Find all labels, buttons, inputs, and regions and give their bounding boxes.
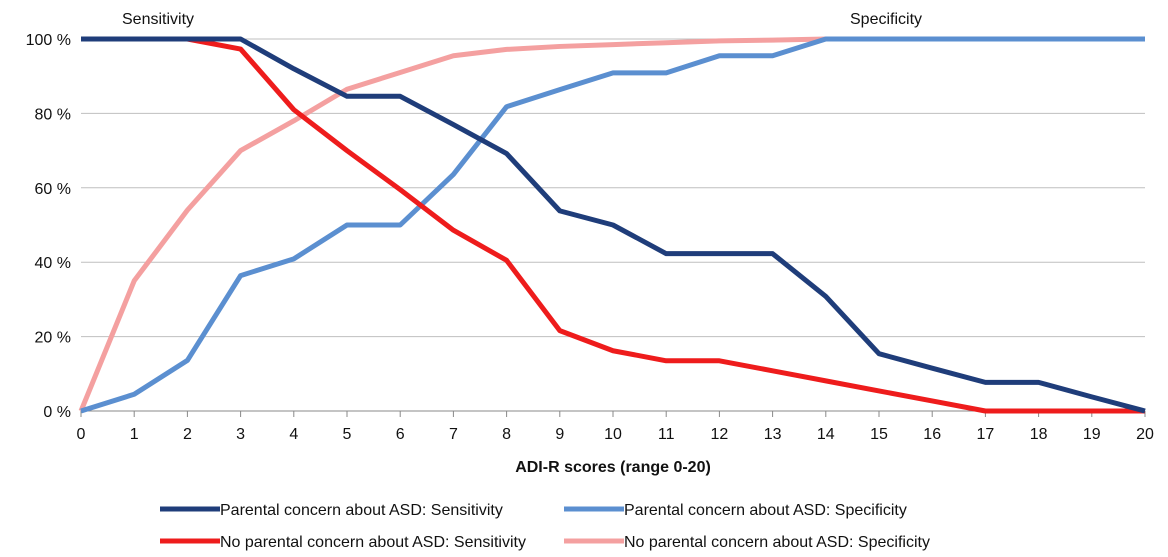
legend-label: No parental concern about ASD: Specifici… [624, 534, 930, 551]
legend-label: Parental concern about ASD: Sensitivity [220, 502, 503, 519]
x-tick-label: 20 [1136, 426, 1154, 443]
specificity-annotation: Specificity [850, 11, 922, 28]
y-tick-label: 60 % [35, 181, 71, 198]
x-tick-label: 5 [343, 426, 352, 443]
y-tick-label: 20 % [35, 330, 71, 347]
legend-label: Parental concern about ASD: Specificity [624, 502, 907, 519]
y-tick-label: 40 % [35, 255, 71, 272]
x-tick-label: 14 [817, 426, 835, 443]
y-tick-label: 0 % [43, 404, 71, 421]
x-tick-label: 13 [764, 426, 782, 443]
series-line-1 [81, 36, 1146, 414]
legend: Parental concern about ASD: Sensitivity P… [160, 502, 930, 551]
legend-label: No parental concern about ASD: Sensitivi… [220, 534, 526, 551]
x-tick-label: 7 [449, 426, 458, 443]
x-tick-label: 12 [711, 426, 729, 443]
x-tick-label: 4 [289, 426, 298, 443]
x-tick-label: 9 [555, 426, 564, 443]
x-axis-title: ADI-R scores (range 0-20) [515, 459, 711, 476]
series-line-2 [80, 36, 1145, 414]
x-tick-label: 0 [77, 426, 86, 443]
x-tick-label: 15 [870, 426, 888, 443]
x-tick-label: 16 [923, 426, 941, 443]
x-tick-label: 6 [396, 426, 405, 443]
series-lines [78, 36, 1146, 414]
axes: 0 %20 %40 %60 %80 %100 %0 1 2 3 4 5 6 7 8 9 10 11 12… [26, 32, 1154, 443]
x-tick-label: 10 [604, 426, 622, 443]
x-tick-label: 1 [130, 426, 139, 443]
x-tick-label: 3 [236, 426, 245, 443]
grid-lines [81, 38, 1145, 338]
x-tick-label: 18 [1030, 426, 1048, 443]
y-tick-label: 80 % [35, 106, 71, 123]
labels: Sensitivity Specificity ADI-R scores (ra… [122, 11, 922, 476]
x-tick-label: 19 [1083, 426, 1101, 443]
y-tick-label: 100 % [26, 32, 71, 49]
series-line-3 [81, 36, 1145, 414]
x-tick-label: 2 [183, 426, 192, 443]
x-tick-label: 8 [502, 426, 511, 443]
x-tick-label: 17 [977, 426, 995, 443]
sensitivity-annotation: Sensitivity [122, 11, 194, 28]
x-tick-label: 11 [658, 426, 675, 443]
